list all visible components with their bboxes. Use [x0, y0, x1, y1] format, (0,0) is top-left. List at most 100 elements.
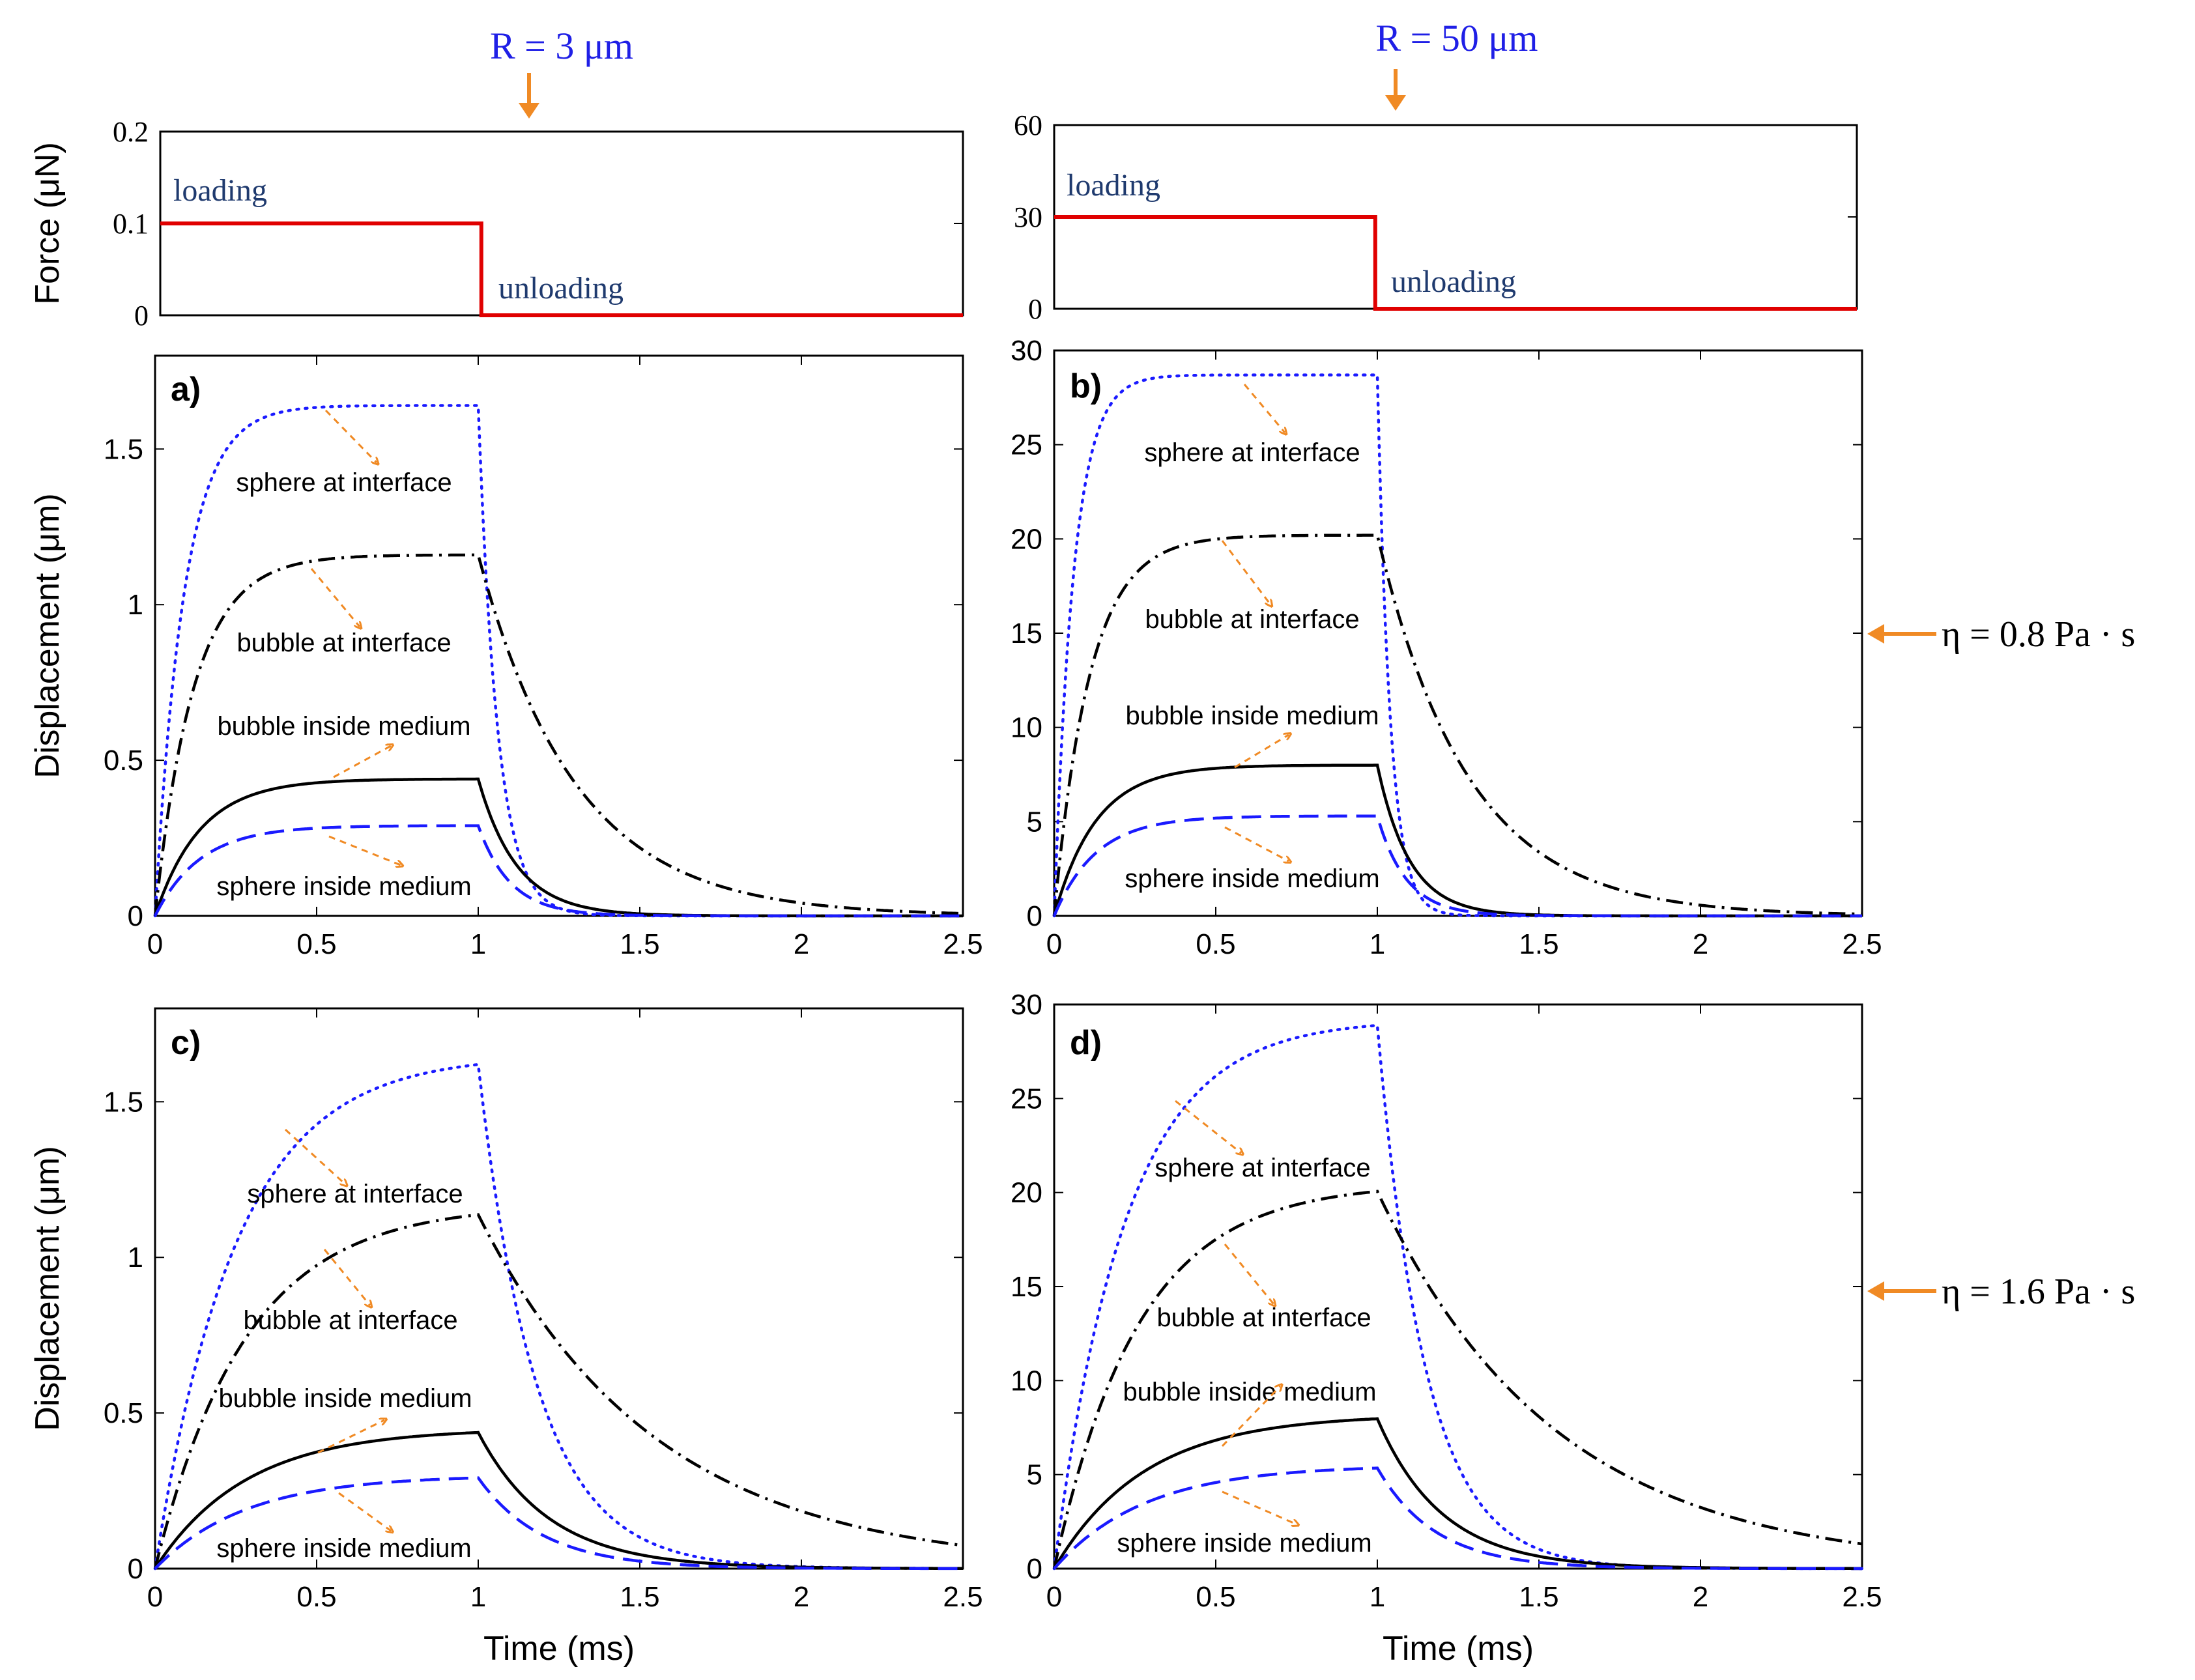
ann-d-sphere-interface: sphere at interface: [1155, 1154, 1370, 1182]
series-bubble-inside-medium: [1052, 763, 1862, 918]
y-tick-label: 30: [1011, 335, 1042, 367]
eta-bottom-label: η = 1.6 Pa · s: [1942, 1272, 2135, 1312]
unloading-label-left: unloading: [498, 271, 624, 306]
y-tick-label: 0.1: [113, 208, 149, 240]
y-tick-label: 15: [1011, 1271, 1042, 1303]
x-tick-label: 2.5: [1842, 928, 1882, 960]
ann-a-sphere-inside: sphere inside medium: [216, 872, 471, 901]
x-tick-label: 1.5: [620, 1581, 659, 1613]
series-sphere-at-interface: [1052, 1023, 1864, 1571]
y-tick-label: 1: [128, 1242, 143, 1274]
panel-d-label: d): [1070, 1024, 1102, 1062]
x-tick-label: 2: [794, 1581, 809, 1613]
x-tick-label: 0: [147, 928, 163, 960]
y-tick-label: 15: [1011, 618, 1042, 649]
panel-d-xlabel: Time (ms): [1383, 1630, 1534, 1668]
y-tick-label: 0: [1027, 1553, 1042, 1585]
panel-c-frame: [154, 1007, 964, 1570]
y-tick-label: 30: [1014, 201, 1042, 233]
panel-d-frame: [1053, 1003, 1863, 1570]
x-tick-label: 0: [1046, 1581, 1062, 1613]
series-sphere-inside-medium: [1053, 1466, 1862, 1571]
x-tick-label: 0.5: [296, 928, 336, 960]
force-series-line: [1054, 215, 1857, 311]
y-tick-label: 0: [1028, 293, 1042, 325]
right-radius-arrow: [1385, 69, 1406, 111]
panel-a-annotation-arrows: [310, 409, 401, 865]
panel-b-annotation-arrows: [1221, 384, 1289, 861]
ann-b-bubble-inside: bubble inside medium: [1125, 702, 1379, 730]
force-left-ticks: 0 0.1 0.2: [113, 116, 963, 332]
panel-a-label: a): [171, 371, 201, 408]
panel-b-label: b): [1070, 367, 1102, 405]
ann-a-sphere-interface: sphere at interface: [236, 468, 452, 497]
panel-a-ylabel: Displacement (μm): [29, 493, 66, 778]
ann-c-bubble-interface: bubble at interface: [243, 1306, 457, 1335]
x-tick-label: 0.5: [1196, 1581, 1235, 1613]
force-panel-right: 0 30 60 loading unloading: [1014, 109, 1858, 325]
x-tick-label: 1.5: [620, 928, 659, 960]
y-tick-label: 0.2: [113, 116, 149, 148]
y-tick-label: 5: [1027, 806, 1042, 838]
panel-a-series: [153, 404, 965, 918]
panel-c-label: c): [171, 1024, 201, 1062]
panel-a-ticks: 0 0.5 1 1.5 0 0.5 1 1.5 2 2.5: [104, 356, 983, 960]
y-tick-label: 0: [128, 1553, 143, 1585]
eta-bottom-arrow: [1867, 1281, 1936, 1301]
panel-c-ylabel: Displacement (μm): [29, 1146, 66, 1431]
panel-c: 0 0.5 1 1.5 0 0.5 1 1.5 2 2.5 c) Displacement (μm…: [29, 1007, 983, 1613]
y-tick-label: 25: [1011, 429, 1042, 461]
x-tick-label: 1: [470, 928, 486, 960]
panel-a: 0 0.5 1 1.5 0 0.5 1 1.5 2 2.5 a) Displacement (μm…: [29, 354, 983, 960]
y-tick-label: 30: [1011, 989, 1042, 1021]
y-tick-label: 1: [128, 589, 143, 621]
y-tick-label: 25: [1011, 1083, 1042, 1115]
y-tick-label: 1.5: [104, 433, 143, 465]
x-tick-label: 1: [1370, 1581, 1385, 1613]
ann-c-sphere-inside: sphere inside medium: [216, 1534, 471, 1563]
y-tick-label: 0: [128, 900, 143, 932]
panel-c-annotation-arrows: [284, 1128, 391, 1531]
series-sphere-at-interface: [153, 404, 965, 918]
loading-label-right: loading: [1067, 168, 1160, 203]
panel-b-ticks: 0 5 10 15 20 25 30 0 0.5 1 1.5 2 2.5: [1011, 335, 1882, 960]
force-series-line: [160, 221, 963, 317]
ann-d-bubble-inside: bubble inside medium: [1123, 1378, 1376, 1406]
y-tick-label: 0: [134, 300, 149, 332]
x-tick-label: 0: [1046, 928, 1062, 960]
x-tick-label: 2.5: [943, 1581, 983, 1613]
y-tick-label: 10: [1011, 1365, 1042, 1397]
panel-c-ticks: 0 0.5 1 1.5 0 0.5 1 1.5 2 2.5: [104, 1008, 983, 1613]
series-sphere-at-interface: [1052, 373, 1864, 918]
y-tick-label: 0.5: [104, 745, 143, 776]
panel-b-series: [1052, 373, 1864, 918]
eta-top-label: η = 0.8 Pa · s: [1942, 614, 2135, 655]
ann-c-sphere-interface: sphere at interface: [247, 1180, 463, 1208]
unloading-label-right: unloading: [1391, 264, 1516, 299]
series-bubble-at-interface: [153, 553, 964, 917]
x-tick-label: 2: [1693, 1581, 1708, 1613]
y-tick-label: 0: [1027, 900, 1042, 932]
panel-d-annotation-arrows: [1175, 1100, 1297, 1524]
panel-d-series: [1052, 1023, 1864, 1571]
ann-b-sphere-inside: sphere inside medium: [1125, 864, 1379, 893]
x-tick-label: 2: [1693, 928, 1708, 960]
series-bubble-at-interface: [1052, 1189, 1863, 1569]
panel-c-series: [153, 1062, 965, 1571]
panel-d: 0 5 10 15 20 25 30 0 0.5 1 1.5 2 2.5 d) sphere at in…: [1011, 989, 1882, 1613]
x-tick-label: 0.5: [296, 1581, 336, 1613]
x-tick-label: 1.5: [1519, 928, 1558, 960]
loading-label-left: loading: [173, 173, 267, 208]
y-tick-label: 1.5: [104, 1086, 143, 1118]
y-tick-label: 20: [1011, 523, 1042, 555]
x-tick-label: 0.5: [1196, 928, 1235, 960]
x-tick-label: 2.5: [1842, 1581, 1882, 1613]
ann-a-bubble-inside: bubble inside medium: [217, 712, 470, 741]
series-sphere-inside-medium: [154, 1476, 963, 1571]
x-tick-label: 1.5: [1519, 1581, 1558, 1613]
ann-d-sphere-inside: sphere inside medium: [1117, 1529, 1371, 1558]
ann-b-sphere-interface: sphere at interface: [1144, 438, 1360, 467]
panel-c-xlabel: Time (ms): [483, 1630, 635, 1668]
force-ylabel: Force (μN): [29, 142, 66, 305]
